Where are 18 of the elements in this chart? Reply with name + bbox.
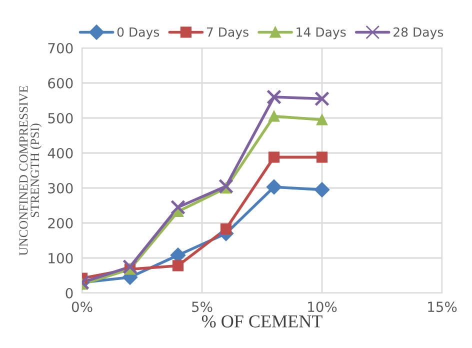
y-tick-label: 300 [48,182,73,194]
legend-label: 14 Days [296,27,346,40]
y-tick-label: 700 [48,42,73,54]
legend-label: 0 Days [117,27,160,40]
y-tick-label: 200 [48,218,73,228]
y-axis-title: UNCONFINED COMPRESSIVE STRENGTH (PSI) [19,86,42,256]
x-tick-label: 5% [192,302,212,312]
y-tick-label: 400 [48,148,73,158]
y-tick-label: 100 [48,252,73,264]
legend-label: 7 Days [206,27,248,40]
x-axis-title: % OF CEMENT [202,315,322,328]
x-tick-label: 15% [428,302,457,312]
y-tick-label: 0 [66,288,73,298]
y-tick-label: 600 [48,78,73,88]
x-tick-label: 0% [72,302,92,312]
legend-label: 28 Days [394,27,444,40]
x-tick-label: 10% [308,302,337,312]
y-tick-label: 500 [48,112,73,124]
